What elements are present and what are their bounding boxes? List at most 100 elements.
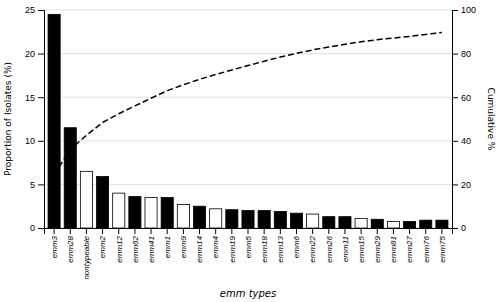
tick-label: 20 (461, 180, 471, 190)
tick-label: 25 (25, 5, 35, 15)
y-axis: 0510152025 (25, 5, 45, 233)
marks (48, 14, 448, 228)
tick: emm81 (389, 228, 398, 263)
tick: emm41 (147, 228, 156, 263)
tick-mark (102, 228, 103, 234)
tick: 60 (452, 93, 471, 103)
tick-label: emm76 (422, 235, 431, 262)
tick-label: emm3 (50, 235, 59, 258)
tick-label: 60 (461, 93, 471, 103)
bar (48, 14, 60, 228)
tick: 20 (452, 180, 471, 190)
tick-label: 0 (461, 223, 466, 233)
tick-mark (264, 228, 265, 234)
tick-mark (38, 141, 44, 142)
tick-label: emm11 (341, 236, 350, 262)
tick-label: emm28 (66, 235, 75, 262)
tick: 5 (30, 180, 44, 190)
grid-line (44, 140, 452, 141)
tick-label: 0 (30, 223, 35, 233)
tick-mark (231, 228, 232, 234)
tick-mark (280, 228, 281, 234)
tick-label: emm81 (389, 236, 398, 263)
tick-mark (199, 228, 200, 234)
y2-axis: 020406080100 (452, 5, 476, 233)
axis-line (453, 11, 459, 229)
bar (64, 128, 76, 228)
tick: 20 (25, 49, 44, 59)
tick: emm1 (163, 228, 172, 258)
tick-label: emm22 (308, 235, 317, 262)
tick-mark (452, 97, 458, 98)
tick-mark (377, 228, 378, 234)
tick: emm14 (195, 228, 204, 263)
tick-label: emm27 (405, 235, 414, 262)
tick: emm27 (405, 228, 414, 263)
bar (177, 204, 189, 228)
bar (420, 220, 432, 228)
tick: emm6 (292, 228, 301, 258)
tick-label: emm14 (195, 235, 204, 262)
tick-label: emm13 (276, 235, 285, 262)
tick: emm5 (244, 228, 253, 258)
bar (80, 171, 92, 228)
tick-mark (328, 228, 329, 234)
bar (371, 219, 383, 228)
tick: emm75 (438, 228, 447, 263)
tick-label: emm9 (179, 235, 188, 258)
tick-label: 15 (25, 93, 35, 103)
tick: emm2 (98, 228, 107, 258)
bar (226, 210, 238, 228)
bar (97, 177, 109, 228)
y-axis-title: Proportion of Isolates (%) (3, 62, 13, 176)
tick-mark (425, 228, 426, 234)
bar (290, 213, 302, 228)
tick-label: 80 (461, 49, 471, 59)
tick: emm22 (308, 228, 317, 263)
bar (242, 211, 254, 228)
tick-mark (441, 228, 442, 234)
tick-mark (183, 228, 184, 234)
tick-label: emm1 (163, 236, 172, 258)
bar (129, 197, 141, 228)
axis-line (38, 11, 45, 229)
tick: 80 (452, 49, 471, 59)
tick: emm11 (341, 228, 350, 262)
y2-axis-title: Cumulative % (486, 88, 496, 151)
tick-mark (151, 228, 152, 234)
tick-mark (118, 228, 119, 234)
tick-mark (393, 228, 394, 234)
tick: 40 (452, 136, 471, 146)
bar (387, 221, 399, 228)
tick: emm13 (276, 228, 285, 263)
tick: 0 (30, 223, 44, 233)
tick-mark (38, 97, 44, 98)
tick-label: emm12 (115, 235, 124, 262)
tick-label: nontypeable (82, 235, 91, 279)
tick-mark (167, 228, 168, 234)
axis-line (45, 229, 453, 235)
tick-mark (344, 228, 345, 234)
tick: emm15 (357, 228, 366, 263)
tick-mark (312, 228, 313, 234)
tick-mark (409, 228, 410, 234)
bar (404, 221, 416, 228)
tick: 0 (452, 223, 466, 233)
tick: emm28 (66, 228, 75, 263)
tick-label: 5 (30, 180, 35, 190)
tick: nontypeable (82, 228, 91, 280)
bar (307, 214, 319, 228)
plot: 0510152025020406080100emm3emm28nontypeab… (25, 5, 476, 279)
tick-label: emm4 (211, 235, 220, 258)
tick: emm4 (211, 228, 220, 258)
tick-mark (452, 184, 458, 185)
tick-label: emm18 (260, 235, 269, 262)
tick-mark (296, 228, 297, 234)
tick-label: 20 (25, 49, 35, 59)
bar (258, 211, 270, 228)
tick-mark (452, 10, 458, 11)
tick-mark (38, 184, 44, 185)
tick-mark (38, 228, 44, 229)
x-axis: emm3emm28nontypeableemm2emm12emm62emm41e… (45, 228, 453, 280)
tick: 25 (25, 5, 44, 15)
